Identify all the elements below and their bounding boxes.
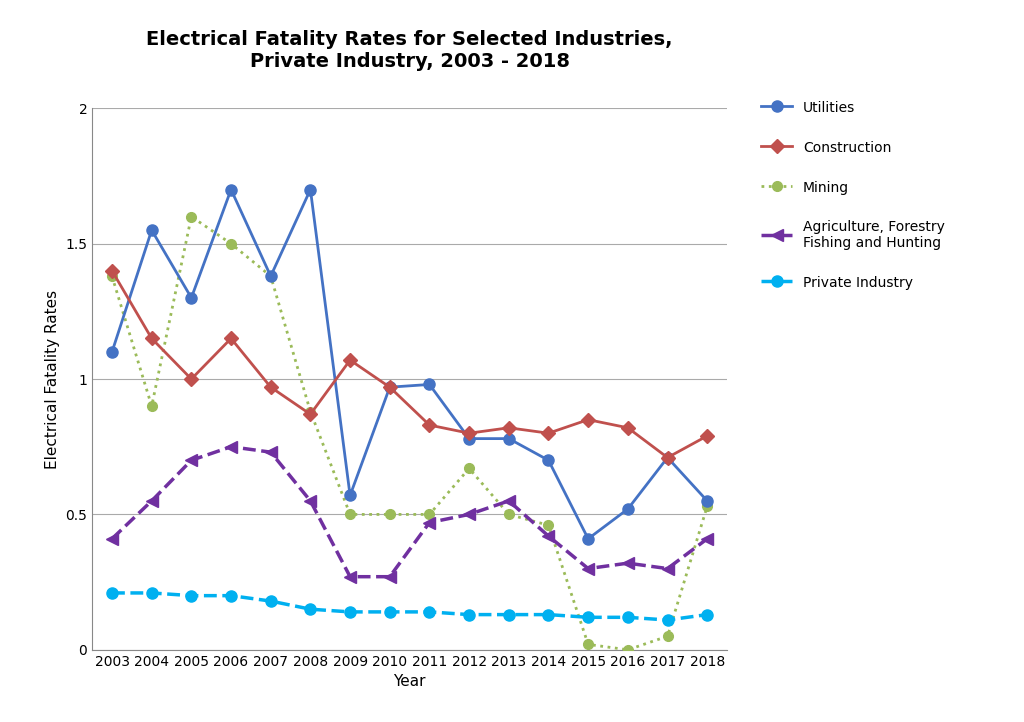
Legend: Utilities, Construction, Mining, Agriculture, Forestry
Fishing and Hunting, Priv: Utilities, Construction, Mining, Agricul… (755, 94, 952, 297)
X-axis label: Year: Year (393, 674, 426, 690)
Text: Electrical Fatality Rates for Selected Industries,
Private Industry, 2003 - 2018: Electrical Fatality Rates for Selected I… (146, 30, 673, 71)
Y-axis label: Electrical Fatality Rates: Electrical Fatality Rates (45, 290, 59, 469)
